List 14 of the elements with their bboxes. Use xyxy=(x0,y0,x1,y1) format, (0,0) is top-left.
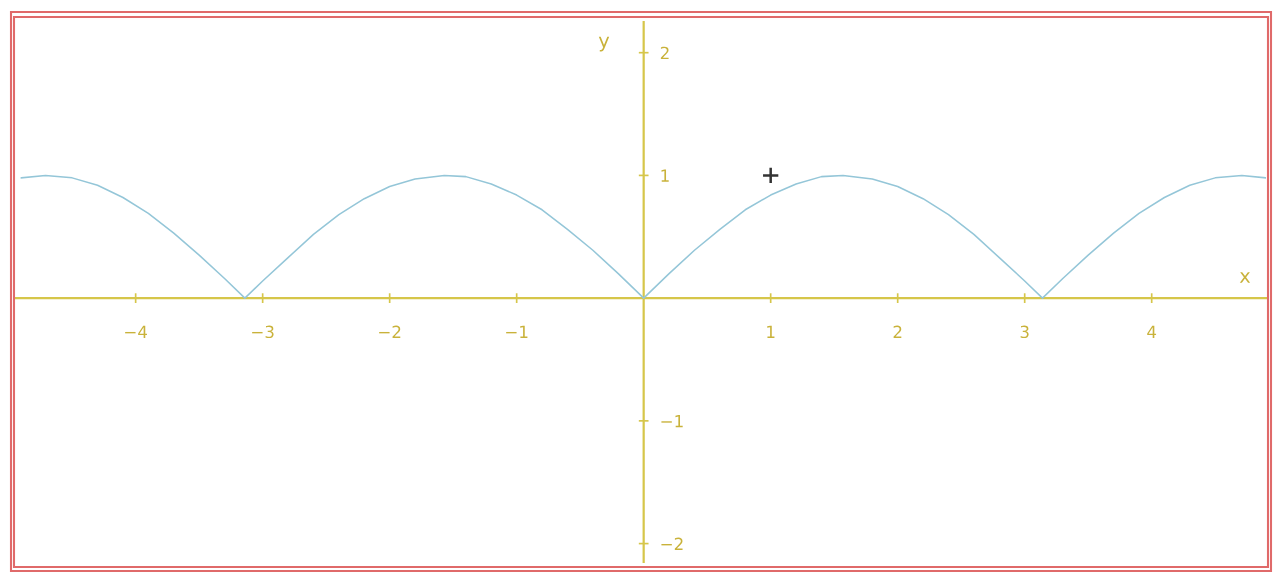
x-tick-label: 3 xyxy=(1020,325,1029,339)
y-tick-label: −2 xyxy=(661,537,683,550)
y-tick-label: −1 xyxy=(661,415,683,428)
x-axis-title: x xyxy=(1239,272,1251,283)
y-tick-label: 2 xyxy=(660,46,669,60)
y-axis-title: y xyxy=(598,36,610,52)
y-tick-label: 1 xyxy=(661,169,669,182)
x-tick-label: 4 xyxy=(1147,325,1157,338)
x-tick-label: 1 xyxy=(767,325,775,338)
x-tick-label: −1 xyxy=(506,325,528,338)
x-tick-label: −2 xyxy=(379,325,401,338)
x-tick-label: −4 xyxy=(125,325,147,338)
x-tick-label: 2 xyxy=(893,325,902,338)
x-tick-label: −3 xyxy=(252,325,274,339)
